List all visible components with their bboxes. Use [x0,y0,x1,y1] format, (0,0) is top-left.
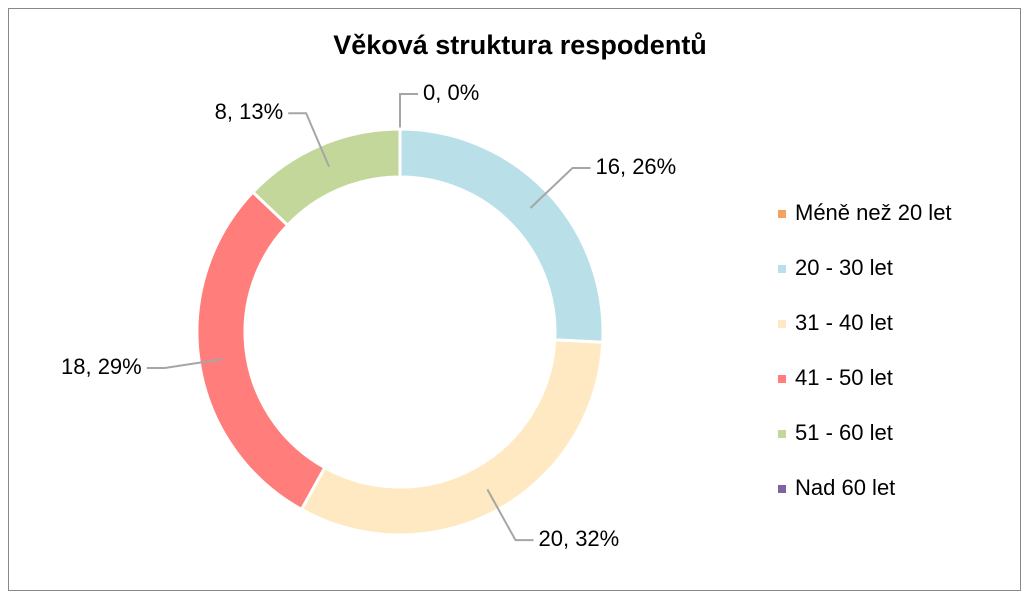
legend-swatch [778,430,786,438]
legend-label: 51 - 60 let [795,420,893,445]
legend-swatch [778,265,786,273]
chart-frame [8,8,1021,591]
legend-swatch [778,375,786,383]
legend-label: Méně než 20 let [795,200,952,225]
data-label: 8, 13% [215,99,284,124]
legend-label: 31 - 40 let [795,310,893,335]
data-label: 18, 29% [61,354,142,379]
data-label: 20, 32% [539,526,620,551]
leader-line [486,488,534,542]
leader-line [529,167,591,209]
legend-label: 20 - 30 let [795,255,893,280]
leader-line [288,112,330,167]
legend-label: Nad 60 let [795,475,895,500]
legend-swatch [778,485,786,493]
data-label: 16, 26% [596,154,677,179]
legend-label: 41 - 50 let [795,365,893,390]
legend-swatch [778,210,786,218]
leader-line [146,358,223,370]
chart-title: Věková struktura respodentů [333,30,707,60]
legend-swatch [778,320,786,328]
data-label: 0, 0% [423,80,479,105]
